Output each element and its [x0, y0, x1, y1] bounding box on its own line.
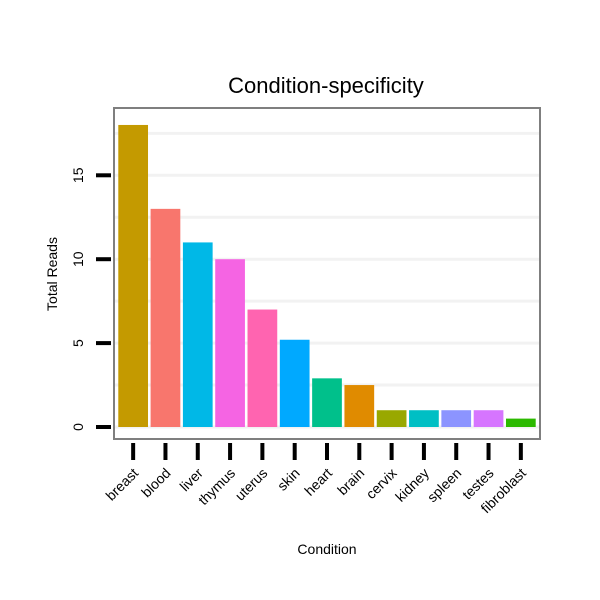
x-tick-label-kidney: kidney — [392, 465, 432, 505]
bar-testes — [473, 410, 504, 427]
bar-spleen — [441, 410, 472, 427]
x-tick-label-blood: blood — [138, 465, 174, 501]
x-tick-label-skin: skin — [274, 465, 303, 494]
x-axis-label: Condition — [297, 541, 356, 557]
bar-liver — [182, 242, 213, 427]
y-tick-label: 0 — [70, 423, 86, 431]
bar-breast — [118, 124, 149, 428]
y-tick-label: 10 — [70, 251, 86, 267]
y-tick-label: 5 — [70, 339, 86, 347]
bar-uterus — [247, 309, 278, 427]
bar-skin — [279, 339, 310, 427]
bar-brain — [344, 385, 375, 427]
x-tick-label-heart: heart — [301, 465, 335, 499]
x-tick-label-breast: breast — [102, 465, 141, 504]
plot-panel-border — [113, 107, 541, 440]
bar-cervix — [376, 410, 407, 427]
bars — [118, 124, 536, 428]
x-tick-label-thymus: thymus — [195, 465, 238, 508]
bar-fibroblast — [505, 418, 536, 427]
bar-thymus — [215, 259, 245, 427]
x-tick-label-brain: brain — [334, 465, 367, 498]
y-axis-label: Total Reads — [44, 237, 60, 311]
chart-title: Condition-specificity — [228, 73, 424, 98]
bar-kidney — [409, 410, 439, 427]
y-axis: 0 5 10 15 — [70, 167, 111, 431]
bar-blood — [150, 208, 181, 427]
y-tick-label: 15 — [70, 167, 86, 183]
bar-heart — [312, 378, 342, 427]
x-tick-label-spleen: spleen — [424, 465, 464, 505]
x-tick-label-uterus: uterus — [232, 465, 271, 504]
